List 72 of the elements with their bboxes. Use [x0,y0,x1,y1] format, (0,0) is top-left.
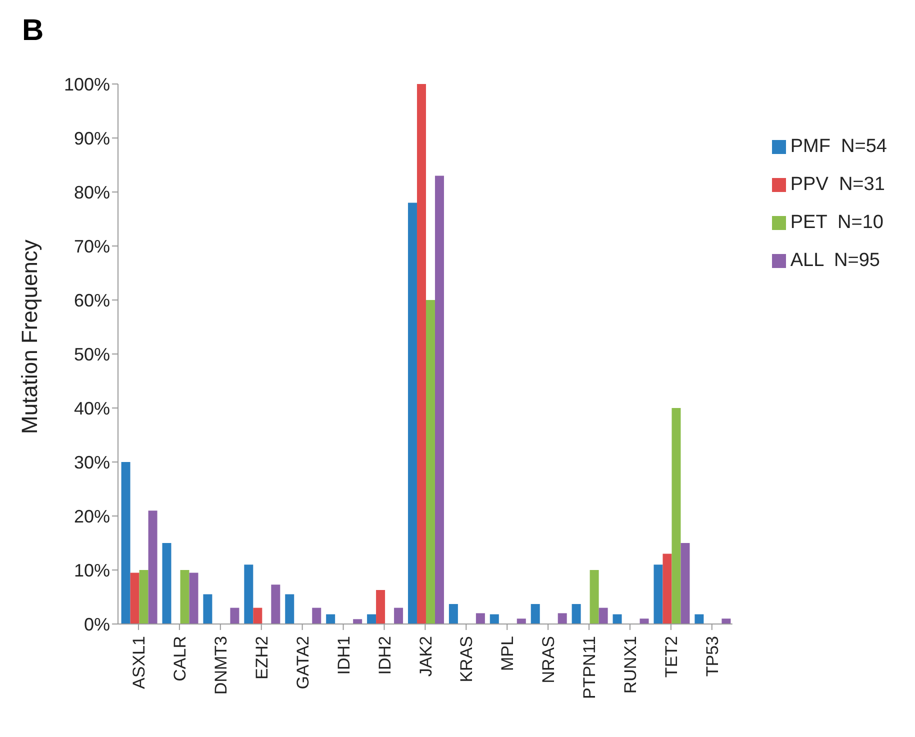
bar [426,300,435,624]
bar [640,618,649,624]
bar [285,594,294,624]
bar [376,590,386,624]
legend-label: PPV N=31 [790,174,885,195]
bar [558,613,567,624]
y-tick-label: 40% [74,398,110,418]
y-tick-label: 20% [74,506,110,526]
x-tick-label: IDH1 [334,636,354,675]
x-tick-label: TET2 [662,636,682,678]
bar [139,570,148,624]
bar [353,619,362,624]
bar [680,543,690,624]
x-tick-label: DNMT3 [211,636,230,695]
bar [394,608,404,624]
bar [448,604,458,624]
y-tick-label: 70% [74,236,110,256]
x-tick-label: PTPN11 [580,636,600,699]
bar [590,570,599,624]
bar [253,608,262,624]
bar [367,614,376,624]
bar [244,564,254,624]
y-tick-label: 100% [64,74,110,94]
x-tick-label: MPL [498,636,518,671]
bar [416,84,426,624]
bar [476,613,485,624]
text: B [22,14,44,48]
bar [654,564,663,624]
y-tick-label: 30% [74,452,110,472]
bar [434,176,444,624]
bar [722,618,731,624]
x-tick-label: KRAS [457,636,476,682]
bar [612,614,622,624]
bar [490,614,499,624]
bar [180,570,190,624]
y-tick-label: 80% [74,182,110,202]
legend-label: PET N=10 [790,212,884,233]
bar [572,604,581,624]
y-tick-label: 10% [74,560,110,580]
x-tick-label: ASXL1 [130,636,149,689]
y-axis-title: Mutation Frequency [16,240,42,434]
bar [662,554,672,624]
bar [148,510,158,624]
x-tick-label: GATA2 [293,636,312,690]
legend-label: PMF N=54 [790,136,887,157]
bar [189,572,198,624]
bar [312,608,322,624]
y-tick-label: 50% [74,344,110,364]
bar [408,202,417,624]
y-tick-label: 60% [74,290,110,310]
bar [121,462,130,624]
legend-label: ALL N=95 [790,250,880,271]
bar [162,543,172,624]
bar [230,608,240,624]
bar [598,608,608,624]
y-tick-label: 0% [84,614,110,634]
x-tick-label: TP53 [702,636,722,677]
bar [672,408,681,624]
bar [516,618,526,624]
x-tick-label: JAK2 [416,636,436,677]
x-tick-label: RUNX1 [621,636,640,694]
x-tick-label: EZH2 [252,636,272,680]
x-tick-label: CALR [170,636,190,682]
bar [530,604,540,624]
y-tick-label: 90% [74,128,110,148]
bar [203,594,212,624]
bar [271,584,280,624]
bar [326,614,336,624]
x-tick-label: NRAS [539,636,558,684]
bar [694,614,704,624]
bar [130,572,140,624]
x-tick-label: IDH2 [375,636,394,675]
